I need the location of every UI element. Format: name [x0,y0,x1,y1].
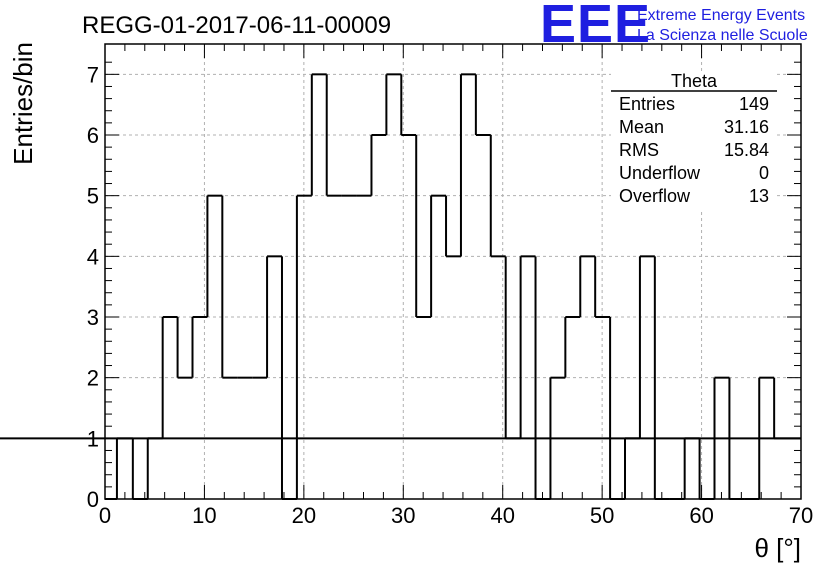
y-tick-label: 7 [87,62,99,87]
stats-label-entries: Entries [619,94,675,114]
x-tick-label: 30 [391,503,415,528]
x-tick-label: 20 [292,503,316,528]
stats-value-entries: 149 [739,94,769,114]
y-tick-label: 4 [87,244,99,269]
stats-background [611,72,777,212]
stats-label-underflow: Underflow [619,163,701,183]
stats-title: Theta [671,71,718,91]
y-tick-label: 3 [87,305,99,330]
y-tick-label: 5 [87,184,99,209]
stats-value-overflow: 13 [749,186,769,206]
chart-title: REGG-01-2017-06-11-00009 [82,12,391,39]
eee-logo: EEE Extreme Energy Events La Scienza nel… [540,0,808,54]
logo-line-2: La Scienza nelle Scuole [637,27,808,44]
y-tick-label: 2 [87,366,99,391]
stats-label-rms: RMS [619,140,659,160]
stats-value-rms: 15.84 [724,140,769,160]
x-tick-label: 50 [590,503,614,528]
y-tick-label: 1 [87,426,99,451]
x-axis-label: θ [°] [754,533,801,563]
stats-value-mean: 31.16 [724,117,769,137]
axis-ticks [104,44,802,500]
x-tick-label: 40 [490,503,514,528]
y-tick-label: 6 [87,123,99,148]
x-tick-label: 70 [789,503,813,528]
logo-mark: EEE [540,0,651,54]
x-tick-label: 60 [689,503,713,528]
y-axis-label: Entries/bin [8,42,38,165]
x-tick-label: 0 [99,503,111,528]
logo-line-1: Extreme Energy Events [637,7,805,24]
stats-value-underflow: 0 [759,163,769,183]
stats-box: Theta Entries 149 Mean 31.16 RMS 15.84 U… [611,71,777,212]
y-tick-label: 0 [87,487,99,512]
x-tick-label: 10 [192,503,216,528]
stats-label-overflow: Overflow [619,186,691,206]
histogram-bars [0,73,801,500]
plot-frame [104,43,802,500]
stats-label-mean: Mean [619,117,664,137]
tick-labels: 0 10 20 30 40 50 60 70 0 1 2 3 4 5 6 7 [87,62,813,528]
